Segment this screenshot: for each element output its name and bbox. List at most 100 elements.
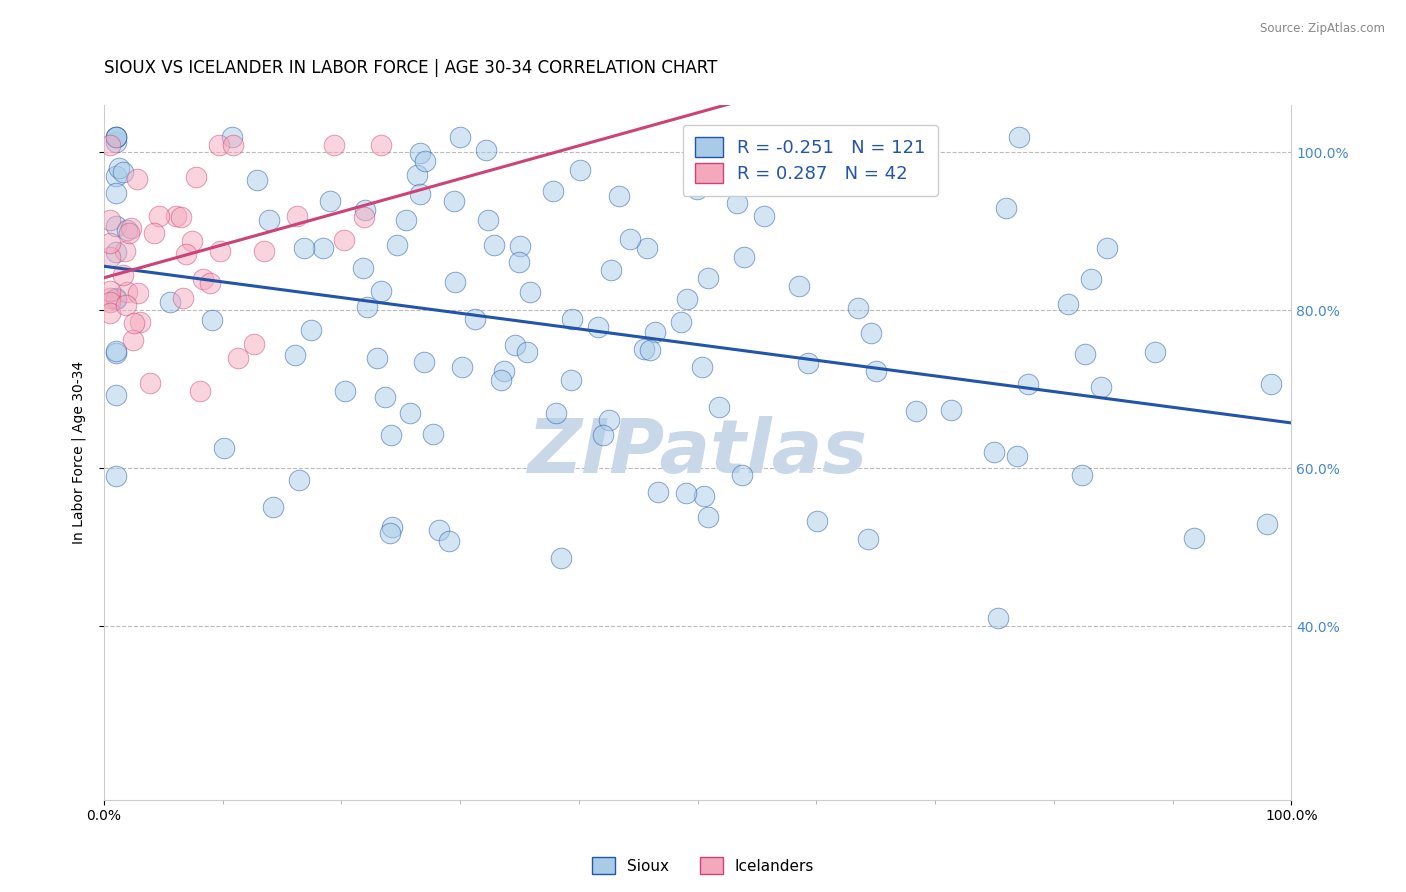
Point <box>143 226 166 240</box>
Point <box>619 232 641 246</box>
Point <box>222 137 245 152</box>
Legend: Sioux, Icelanders: Sioux, Icelanders <box>586 851 820 880</box>
Point <box>451 359 474 374</box>
Point <box>437 533 460 548</box>
Point <box>1057 297 1080 311</box>
Point <box>1017 377 1039 392</box>
Y-axis label: In Labor Force | Age 30-34: In Labor Force | Age 30-34 <box>72 361 86 544</box>
Point <box>1070 468 1092 483</box>
Point <box>104 292 127 306</box>
Point <box>859 326 882 341</box>
Point <box>104 186 127 200</box>
Point <box>409 187 432 202</box>
Point <box>356 300 378 314</box>
Point <box>806 515 828 529</box>
Point <box>644 325 666 339</box>
Point <box>443 194 465 208</box>
Point <box>647 484 669 499</box>
Point <box>208 244 231 258</box>
Point <box>104 346 127 360</box>
Point <box>505 337 527 351</box>
Point <box>122 333 145 347</box>
Point <box>172 291 194 305</box>
Point <box>489 373 512 387</box>
Point <box>865 363 887 377</box>
Point <box>104 169 127 183</box>
Point <box>399 406 422 420</box>
Point <box>477 213 499 227</box>
Point <box>598 412 620 426</box>
Point <box>98 284 121 298</box>
Point <box>560 373 582 387</box>
Point <box>98 306 121 320</box>
Point <box>693 489 716 503</box>
Point <box>385 238 408 252</box>
Point <box>1256 516 1278 531</box>
Point <box>322 137 344 152</box>
Point <box>208 137 231 152</box>
Point <box>333 233 356 247</box>
Point <box>352 260 374 275</box>
Point <box>1182 531 1205 545</box>
Point <box>262 500 284 514</box>
Point <box>98 291 121 305</box>
Point <box>104 129 127 144</box>
Point <box>319 194 342 208</box>
Point <box>380 428 402 442</box>
Point <box>165 209 187 223</box>
Point <box>201 312 224 326</box>
Point <box>858 532 880 546</box>
Point <box>519 285 541 299</box>
Point <box>636 241 658 255</box>
Point <box>408 146 430 161</box>
Point <box>180 234 202 248</box>
Point <box>353 210 375 224</box>
Point <box>475 143 498 157</box>
Point <box>444 275 467 289</box>
Point <box>1080 272 1102 286</box>
Point <box>111 268 134 283</box>
Point <box>1007 449 1029 463</box>
Point <box>312 241 335 255</box>
Point <box>1090 380 1112 394</box>
Point <box>115 223 138 237</box>
Point <box>127 285 149 300</box>
Point <box>98 212 121 227</box>
Point <box>550 551 572 566</box>
Point <box>516 345 538 359</box>
Point <box>252 244 274 259</box>
Point <box>1008 129 1031 144</box>
Point <box>301 323 323 337</box>
Point <box>159 295 181 310</box>
Point <box>104 387 127 401</box>
Point <box>638 343 661 358</box>
Point <box>221 129 243 144</box>
Point <box>104 135 127 149</box>
Point <box>284 348 307 362</box>
Point <box>675 485 697 500</box>
Point <box>148 209 170 223</box>
Point <box>98 137 121 152</box>
Point <box>588 320 610 334</box>
Point <box>104 219 127 233</box>
Point <box>1260 377 1282 392</box>
Point <box>333 384 356 399</box>
Point <box>905 404 928 418</box>
Point <box>412 355 434 369</box>
Point <box>122 316 145 330</box>
Point <box>569 162 592 177</box>
Point <box>484 237 506 252</box>
Point <box>752 209 775 223</box>
Point <box>104 291 127 305</box>
Point <box>697 509 720 524</box>
Point <box>191 272 214 286</box>
Point <box>120 220 142 235</box>
Point <box>994 201 1017 215</box>
Point <box>509 239 531 253</box>
Point <box>544 406 567 420</box>
Point <box>422 426 444 441</box>
Point <box>285 210 308 224</box>
Point <box>1144 345 1167 359</box>
Point <box>288 473 311 487</box>
Point <box>169 211 191 225</box>
